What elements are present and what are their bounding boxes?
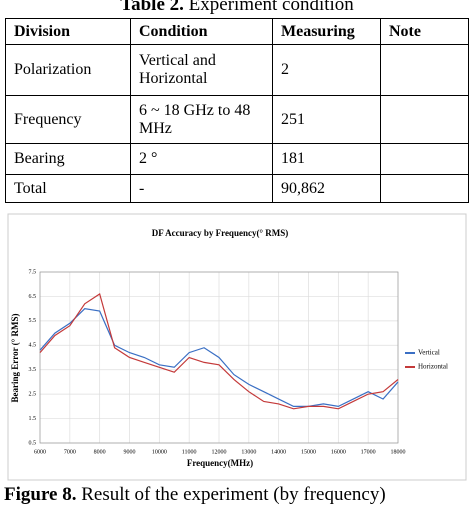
- y-tick-label: 7.5: [29, 269, 37, 275]
- x-tick-label: 11000: [182, 449, 197, 455]
- y-tick-label: 2.5: [29, 392, 37, 398]
- table-caption: Table 2. Experiment condition: [0, 0, 474, 16]
- x-tick-label: 14000: [271, 449, 286, 455]
- header-cell: Measuring: [272, 18, 381, 45]
- x-tick-label: 13000: [241, 449, 256, 455]
- row: Total -90,862: [5, 174, 469, 203]
- caption-text: Experiment condition: [188, 0, 354, 15]
- chart-frame: [7, 213, 467, 481]
- cell: Polarization: [5, 44, 131, 96]
- cell: Vertical and Horizontal: [130, 44, 273, 96]
- line: [39, 308, 399, 407]
- y-tick-label: 5.5: [29, 318, 37, 324]
- header-row: Division Condition Measuring Note: [5, 18, 469, 45]
- row: Bearing 2 ° 181: [5, 143, 469, 175]
- figure-text: Result of the experiment (by frequency): [81, 484, 386, 505]
- cell: 181: [272, 143, 381, 175]
- y-tick-label: 6.5: [29, 294, 37, 300]
- cell: 6 ~ 18 GHz to 48 MHz: [130, 95, 273, 144]
- line: [39, 293, 399, 410]
- cell: Frequency: [5, 95, 131, 144]
- y-tick-label: 1.5: [29, 416, 37, 422]
- cell: [380, 44, 469, 96]
- cell: [380, 95, 469, 144]
- x-tick-label: 9000: [124, 449, 136, 455]
- header-cell: Condition: [130, 18, 273, 45]
- cell: 2 °: [130, 143, 273, 175]
- y-tick-label: 4.5: [29, 343, 37, 349]
- table: Division Condition Measuring Note Polari…: [5, 18, 469, 203]
- cell: Bearing: [5, 143, 131, 175]
- x-axis-label: Frequency(MHz): [187, 458, 253, 468]
- x-tick-label: 12000: [212, 449, 227, 455]
- plot-area: [39, 271, 399, 444]
- x-tick-label: 18000: [391, 449, 406, 455]
- figure-label: Figure 8.: [4, 484, 77, 505]
- header-cell: Division: [5, 18, 131, 45]
- x-tick-label: 10000: [152, 449, 167, 455]
- cell: 2: [272, 44, 381, 96]
- cell: 251: [272, 95, 381, 144]
- caption-label: Table 2.: [120, 0, 184, 15]
- x-tick-label: 17000: [361, 449, 376, 455]
- y-tick-label: 0.5: [29, 440, 37, 446]
- x-tick-label: 7000: [64, 449, 76, 455]
- chart-title: DF Accuracy by Frequency(° RMS): [152, 228, 289, 238]
- legend-label: Horizontal: [418, 363, 448, 371]
- cell: [380, 174, 469, 203]
- cell: [380, 143, 469, 175]
- cell: 90,862: [272, 174, 381, 203]
- header-cell: Note: [380, 18, 469, 45]
- cell: Total: [5, 174, 131, 203]
- x-tick-label: 8000: [94, 449, 106, 455]
- row: Polarization Vertical and Horizontal 2: [5, 44, 469, 96]
- figure-caption: Figure 8. Result of the experiment (by f…: [4, 484, 386, 506]
- x-tick-label: 15000: [301, 449, 316, 455]
- cell: -: [130, 174, 273, 203]
- row: Frequency 6 ~ 18 GHz to 48 MHz 251: [5, 95, 469, 144]
- x-tick-label: 16000: [331, 449, 346, 455]
- y-tick-label: 3.5: [29, 367, 37, 373]
- legend-label: Vertical: [418, 349, 440, 357]
- x-tick-label: 6000: [34, 449, 46, 455]
- y-axis-label: Bearing Error (° RMS): [10, 313, 20, 402]
- chart: DF Accuracy by Frequency(° RMS) Frequenc…: [7, 213, 467, 481]
